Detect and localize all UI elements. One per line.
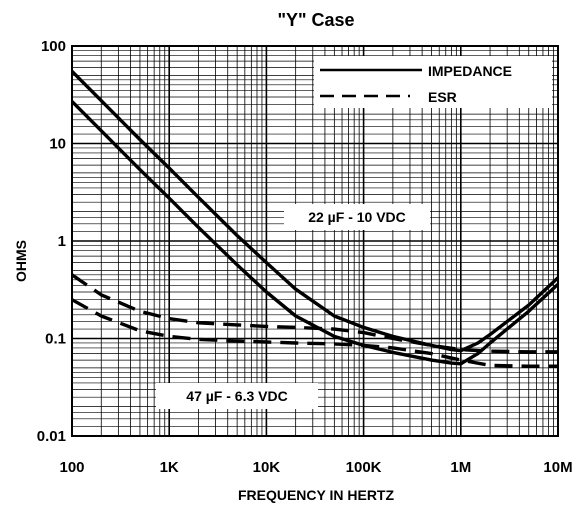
x-tick-labels: 100 1K 10K 100K 1M 10M bbox=[59, 459, 572, 476]
annotation-22uf-box bbox=[284, 204, 430, 230]
y-axis-label: OHMS bbox=[13, 240, 29, 282]
series-group bbox=[70, 70, 560, 368]
series-impedance-line-1 bbox=[70, 70, 560, 353]
x-tick-label: 10K bbox=[253, 459, 281, 476]
y-tick-label: 0.01 bbox=[37, 428, 66, 445]
x-tick-label: 100K bbox=[346, 459, 382, 476]
annotation-47uf: 47 µF - 6.3 VDC bbox=[156, 383, 318, 409]
x-axis-label: FREQUENCY IN HERTZ bbox=[238, 487, 395, 503]
x-tick-label: 1K bbox=[160, 459, 179, 476]
plot-frame bbox=[71, 45, 559, 437]
y-tick-label: 100 bbox=[41, 38, 66, 55]
legend: IMPEDANCE ESR bbox=[314, 56, 552, 108]
legend-esr-label: ESR bbox=[428, 89, 457, 105]
series-impedance-line-2 bbox=[70, 100, 560, 366]
annotation-22uf-text: 22 µF - 10 VDC bbox=[308, 209, 406, 225]
x-tick-label: 100 bbox=[59, 459, 84, 476]
series-esr-line-3 bbox=[71, 273, 558, 354]
y-tick-label: 0.1 bbox=[45, 331, 66, 348]
annotation-47uf-text: 47 µF - 6.3 VDC bbox=[186, 388, 287, 404]
annotation-47uf-box bbox=[156, 383, 318, 409]
x-tick-label: 10M bbox=[543, 459, 572, 476]
grid bbox=[71, 46, 558, 437]
y-tick-label: 10 bbox=[49, 136, 66, 153]
series-esr-line-4 bbox=[71, 298, 558, 368]
annotation-22uf: 22 µF - 10 VDC bbox=[284, 204, 430, 230]
chart-title: "Y" Case bbox=[277, 10, 354, 30]
x-tick-label: 1M bbox=[450, 459, 471, 476]
y-tick-labels: 0.01 0.1 1 10 100 bbox=[37, 38, 66, 445]
y-tick-label: 1 bbox=[58, 233, 66, 250]
legend-box bbox=[314, 56, 552, 108]
legend-impedance-label: IMPEDANCE bbox=[428, 63, 512, 79]
